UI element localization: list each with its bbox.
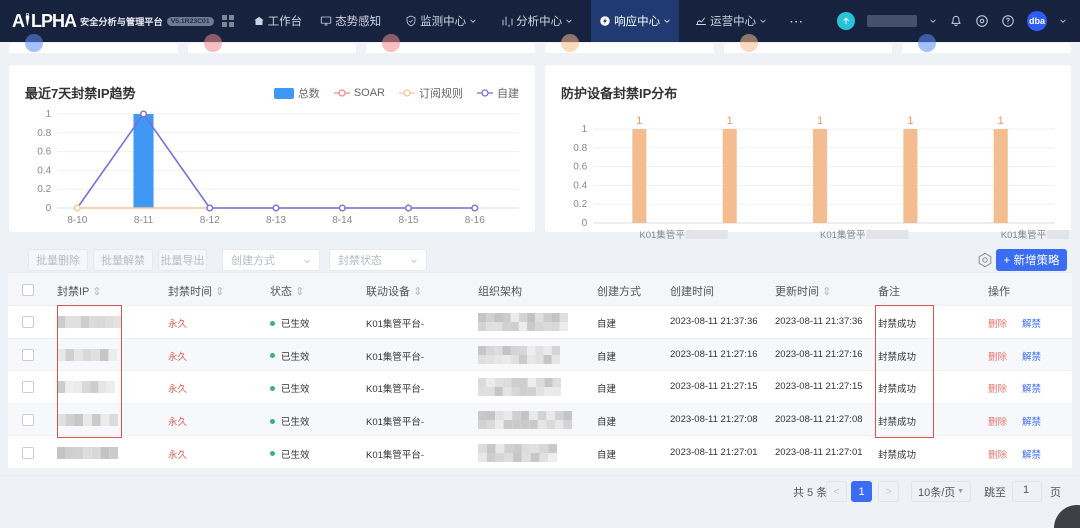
svg-text:8-11: 8-11 [134,215,154,226]
svg-text:1: 1 [727,115,733,127]
svg-text:8-14: 8-14 [332,215,352,226]
svg-text:0.2: 0.2 [573,199,587,210]
svg-text:1: 1 [636,115,642,127]
svg-text:8-16: 8-16 [465,215,485,226]
svg-text:8-12: 8-12 [200,215,220,226]
svg-text:1: 1 [907,115,913,127]
svg-text:0.8: 0.8 [573,143,587,154]
svg-text:8-10: 8-10 [67,215,87,226]
svg-text:0.4: 0.4 [573,180,587,191]
svg-text:0.8: 0.8 [37,128,51,139]
svg-text:0.6: 0.6 [37,147,51,158]
svg-text:0.2: 0.2 [37,184,51,195]
svg-text:1: 1 [46,110,52,120]
svg-text:1: 1 [998,115,1004,127]
svg-text:0: 0 [46,203,52,214]
svg-text:8-15: 8-15 [398,215,418,226]
svg-text:8-13: 8-13 [266,215,286,226]
svg-text:0: 0 [582,218,588,229]
svg-text:1: 1 [817,115,823,127]
svg-text:0.6: 0.6 [573,162,587,173]
svg-text:1: 1 [582,124,588,135]
svg-text:0.4: 0.4 [37,165,51,176]
